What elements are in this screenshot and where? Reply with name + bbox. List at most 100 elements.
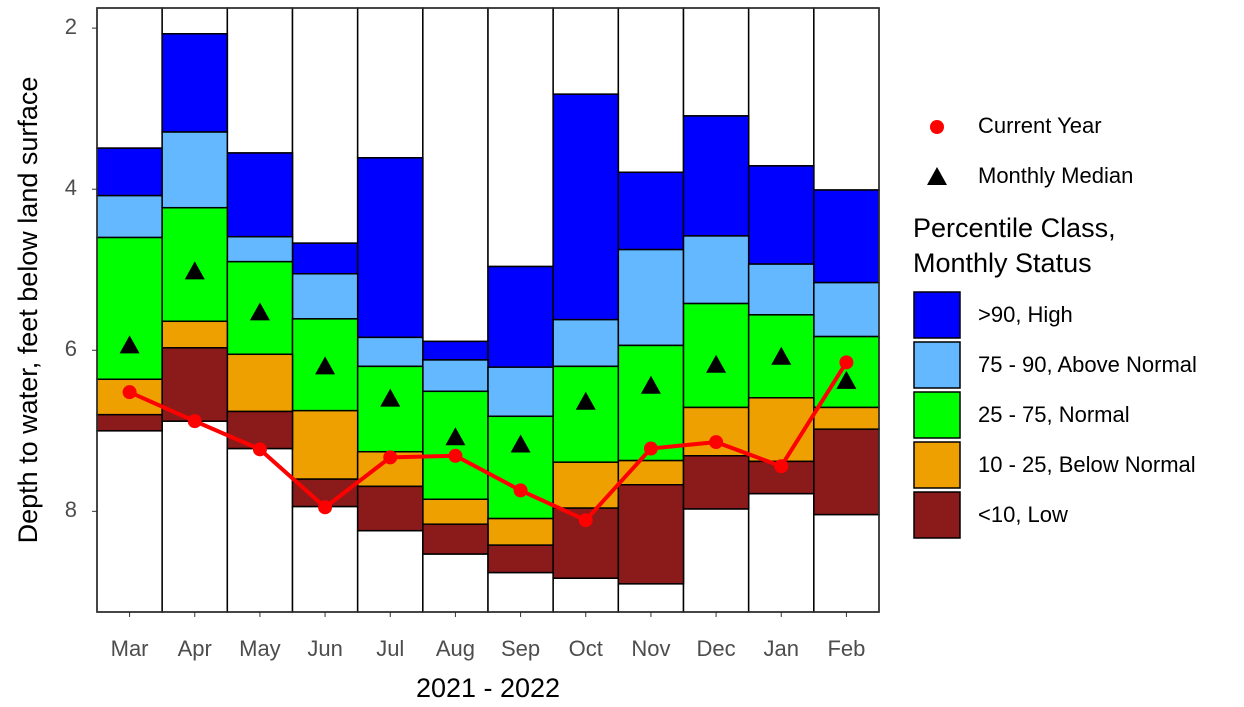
lower-range-box: [487, 571, 554, 613]
current-year-point: [839, 355, 854, 370]
range-segment: [356, 157, 424, 339]
upper-range-box: [226, 7, 294, 154]
range-segment: [682, 235, 750, 305]
range-segment: [487, 517, 554, 546]
range-segment: [161, 320, 229, 349]
range-segment: [291, 242, 359, 275]
range-segment: [291, 409, 359, 480]
x-tick-label: Mar: [111, 636, 149, 661]
x-tick-label: Sep: [501, 636, 540, 661]
range-segment: [356, 485, 424, 532]
x-tick-label: Jun: [307, 636, 342, 661]
current-year-point: [643, 441, 658, 456]
upper-range-box: [747, 7, 815, 167]
range-segment: [161, 33, 229, 133]
x-tick-label: Oct: [569, 636, 603, 661]
range-segment: [291, 273, 359, 320]
range-segment: [552, 365, 620, 463]
legend-swatch: [913, 491, 961, 539]
lower-range-box: [422, 553, 489, 613]
range-segment: [161, 131, 229, 209]
lower-range-box: [552, 577, 620, 613]
legend-title: Percentile Class,: [913, 213, 1116, 243]
current-year-point: [122, 385, 137, 400]
range-segment: [356, 365, 424, 453]
range-segment: [617, 248, 685, 347]
legend-label: <10, Low: [978, 502, 1068, 527]
range-segment: [487, 366, 554, 418]
range-segment: [552, 318, 620, 368]
upper-range-box: [813, 7, 880, 191]
lower-range-box: [161, 420, 229, 613]
current-year-point: [448, 448, 463, 463]
current-year-point: [774, 459, 789, 474]
median-marker: [184, 261, 205, 280]
x-tick-label: Aug: [436, 636, 475, 661]
median-marker: [836, 370, 857, 389]
upper-range-box: [487, 7, 554, 268]
range-segment: [617, 171, 685, 251]
range-segment: [422, 359, 489, 393]
median-marker: [640, 375, 661, 394]
range-segment: [487, 544, 554, 574]
range-segment: [96, 147, 163, 197]
x-tick-label: Dec: [697, 636, 736, 661]
legend-label: Current Year: [978, 113, 1102, 138]
lower-range-box: [682, 508, 750, 613]
y-tick-label: 2: [65, 14, 77, 39]
x-tick-label: Apr: [178, 636, 212, 661]
x-tick-label: Nov: [631, 636, 670, 661]
median-marker: [249, 302, 270, 321]
median-marker: [771, 346, 792, 365]
upper-range-box: [617, 7, 685, 174]
legend-label: 75 - 90, Above Normal: [978, 352, 1197, 377]
upper-range-box: [682, 7, 750, 117]
range-segment: [682, 455, 750, 510]
upper-range-box: [161, 7, 229, 35]
lower-range-box: [813, 513, 880, 613]
range-segment: [422, 523, 489, 555]
x-tick-label: May: [239, 636, 281, 661]
median-marker: [575, 391, 596, 410]
range-segment: [422, 340, 489, 361]
lower-range-box: [356, 529, 424, 613]
range-segment: [617, 484, 685, 585]
range-segment: [356, 336, 424, 368]
median-marker: [119, 335, 140, 354]
legend-label: Monthly Median: [978, 163, 1133, 188]
lower-range-box: [226, 447, 294, 613]
median-marker: [380, 388, 401, 407]
range-segment: [813, 428, 880, 516]
range-segment: [552, 461, 620, 509]
legend-title: Monthly Status: [913, 248, 1092, 278]
median-marker: [315, 356, 336, 375]
range-segment: [747, 165, 815, 265]
upper-range-box: [291, 7, 359, 244]
upper-range-box: [96, 7, 163, 149]
plot-border: [96, 7, 880, 613]
legend-swatch: [913, 391, 961, 439]
y-tick-label: 6: [65, 336, 77, 361]
upper-range-box: [356, 7, 424, 159]
legend-label: 10 - 25, Below Normal: [978, 452, 1196, 477]
range-segment: [813, 281, 880, 338]
lower-range-box: [747, 492, 815, 613]
range-segment: [813, 189, 880, 284]
range-segment: [96, 236, 163, 381]
x-tick-label: Jul: [376, 636, 404, 661]
current-year-point: [187, 414, 202, 429]
range-segment: [161, 347, 229, 422]
lower-range-box: [291, 505, 359, 613]
y-axis-title: Depth to water, feet below land surface: [13, 77, 43, 544]
legend-label: >90, High: [978, 302, 1073, 327]
x-tick-label: Jan: [764, 636, 799, 661]
current-year-point: [513, 483, 528, 498]
legend-swatch: [913, 291, 961, 339]
range-segment: [813, 406, 880, 430]
range-segment: [422, 390, 489, 501]
legend-marker: [927, 167, 947, 185]
upper-range-box: [552, 7, 620, 95]
legend-label: 25 - 75, Normal: [978, 402, 1130, 427]
range-segment: [96, 194, 163, 239]
